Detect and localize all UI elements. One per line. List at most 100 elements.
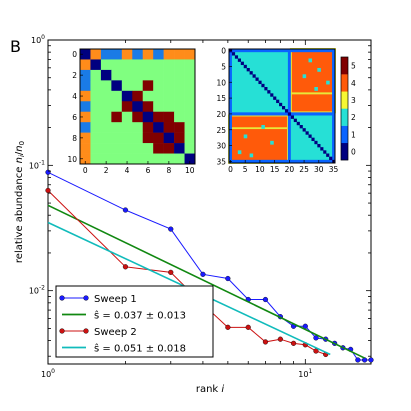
inset-small-cell	[121, 143, 133, 154]
inset-small-cell	[80, 49, 91, 60]
inset-small-cell	[163, 101, 175, 113]
inset-large-diagonal-cell	[276, 99, 280, 104]
inset-large-x-tick-label: 10	[255, 165, 265, 174]
inset-large-diagonal-cell	[299, 125, 303, 129]
colorbar-segment	[341, 57, 348, 75]
inset-small-cell	[184, 111, 196, 123]
inset-small-cell	[142, 101, 154, 113]
inset-large-x-tick-label: 25	[299, 165, 309, 174]
inset-small-cell	[174, 111, 185, 123]
inset-small-cell	[100, 132, 112, 144]
inset-small-cell	[174, 59, 185, 71]
inset-large-dot	[237, 150, 242, 155]
inset-small-cell	[111, 69, 123, 81]
series-point-0	[200, 271, 206, 277]
inset-small-cell	[111, 153, 123, 165]
inset-small-cell	[163, 69, 175, 81]
inset-small-cell	[153, 132, 164, 144]
colorbar-tick-label: 4	[351, 79, 356, 88]
inset-large-diagonal-cell	[258, 80, 262, 85]
inset-small-cell	[132, 90, 144, 102]
colorbar-tick-label: 0	[351, 147, 356, 156]
inset-small-cell	[80, 153, 91, 165]
inset-small-y-tick-label: 0	[72, 50, 77, 59]
inset-small-cell	[184, 80, 196, 92]
inset-small-cell	[90, 59, 102, 71]
legend-marker-2	[83, 328, 89, 334]
inset-small-x-tick-label: 0	[83, 166, 88, 175]
inset-small-cell	[80, 143, 91, 154]
legend-marker-0	[59, 295, 65, 301]
inset-small-cell	[132, 101, 144, 113]
series-point-2	[277, 336, 283, 342]
inset-small-cell	[184, 122, 196, 133]
inset-small-cell	[153, 122, 164, 133]
inset-small-cell	[153, 101, 164, 113]
inset-small-cell	[132, 111, 144, 123]
inset-small-cell	[111, 80, 123, 92]
x-tick-label: 100	[41, 368, 55, 379]
colorbar-segment	[341, 74, 348, 92]
inset-small-cell	[163, 90, 175, 102]
inset-small-cell	[184, 101, 196, 113]
inset-small-cell	[174, 69, 185, 81]
inset-small-cell	[153, 143, 164, 154]
x-axis-label: rank i	[196, 384, 225, 395]
series-point-2	[45, 187, 51, 194]
inset-large-y-tick-label: 0	[221, 47, 226, 56]
inset-large-diagonal-cell	[311, 137, 315, 142]
inset-small-x-tick-label: 8	[166, 166, 171, 175]
series-point-2	[225, 324, 231, 330]
inset-large-edge	[229, 49, 335, 53]
series-point-2	[262, 339, 269, 345]
inset-small-cell	[80, 59, 91, 71]
series-line-1	[47, 204, 365, 359]
inset-small-cell	[153, 69, 164, 81]
legend: Sweep 1 ŝ = 0.037 ± 0.013 Sweep 2 ŝ = 0.051…	[55, 285, 214, 358]
inset-matrix-small: 0 2 4 6 8 10 0 2 4 6 8 10	[67, 48, 196, 175]
inset-large-y-tick-label: 15	[216, 94, 226, 103]
inset-small-cell	[163, 59, 175, 71]
inset-small-cell	[142, 69, 154, 81]
inset-small-cell	[111, 132, 123, 144]
inset-large-diagonal-cell	[255, 77, 259, 81]
inset-small-cell	[111, 49, 123, 60]
series-point-0	[45, 169, 51, 175]
inset-small-cell	[121, 90, 133, 102]
inset-small-cell	[80, 69, 91, 81]
inset-small-x-tick-label: 2	[104, 166, 109, 175]
inset-small-x-tick-label: 4	[125, 166, 130, 175]
inset-large-dot	[326, 80, 330, 85]
inset-small-x-tick-label: 6	[146, 166, 151, 175]
series-point-0	[122, 207, 129, 213]
inset-large-diagonal-cell	[302, 128, 306, 132]
colorbar-frame	[340, 56, 349, 161]
inset-small-cell	[142, 80, 154, 92]
inset-small-cell	[153, 90, 164, 102]
inset-small-cell	[80, 90, 91, 102]
inset-small-cells	[80, 49, 196, 165]
inset-large-diagonal-cell	[264, 87, 268, 91]
inset-small-cell	[174, 132, 185, 144]
colorbar-segment	[341, 125, 348, 144]
inset-large-diagonal-cell	[329, 156, 333, 161]
inset-small-cell	[142, 49, 154, 60]
inset-small-cell	[111, 59, 123, 71]
inset-large-diagonal-cell	[320, 147, 324, 151]
inset-large-diagonal-cell	[282, 106, 286, 110]
inset-large-diagonal-cell	[314, 140, 318, 145]
inset-small-y-tick-label: 8	[72, 134, 77, 143]
inset-large-diagonal-cell	[326, 153, 330, 157]
inset-small-cell	[174, 90, 185, 102]
series-point-2	[168, 269, 174, 275]
inset-large-edge	[229, 49, 232, 163]
inset-small-cell	[174, 80, 185, 92]
inset-small-cell	[153, 153, 164, 165]
inset-small-x-tick-label: 10	[185, 166, 195, 175]
inset-small-cell	[142, 111, 154, 123]
inset-large-x-tick-label: 30	[314, 165, 324, 174]
inset-small-cell	[90, 69, 102, 81]
